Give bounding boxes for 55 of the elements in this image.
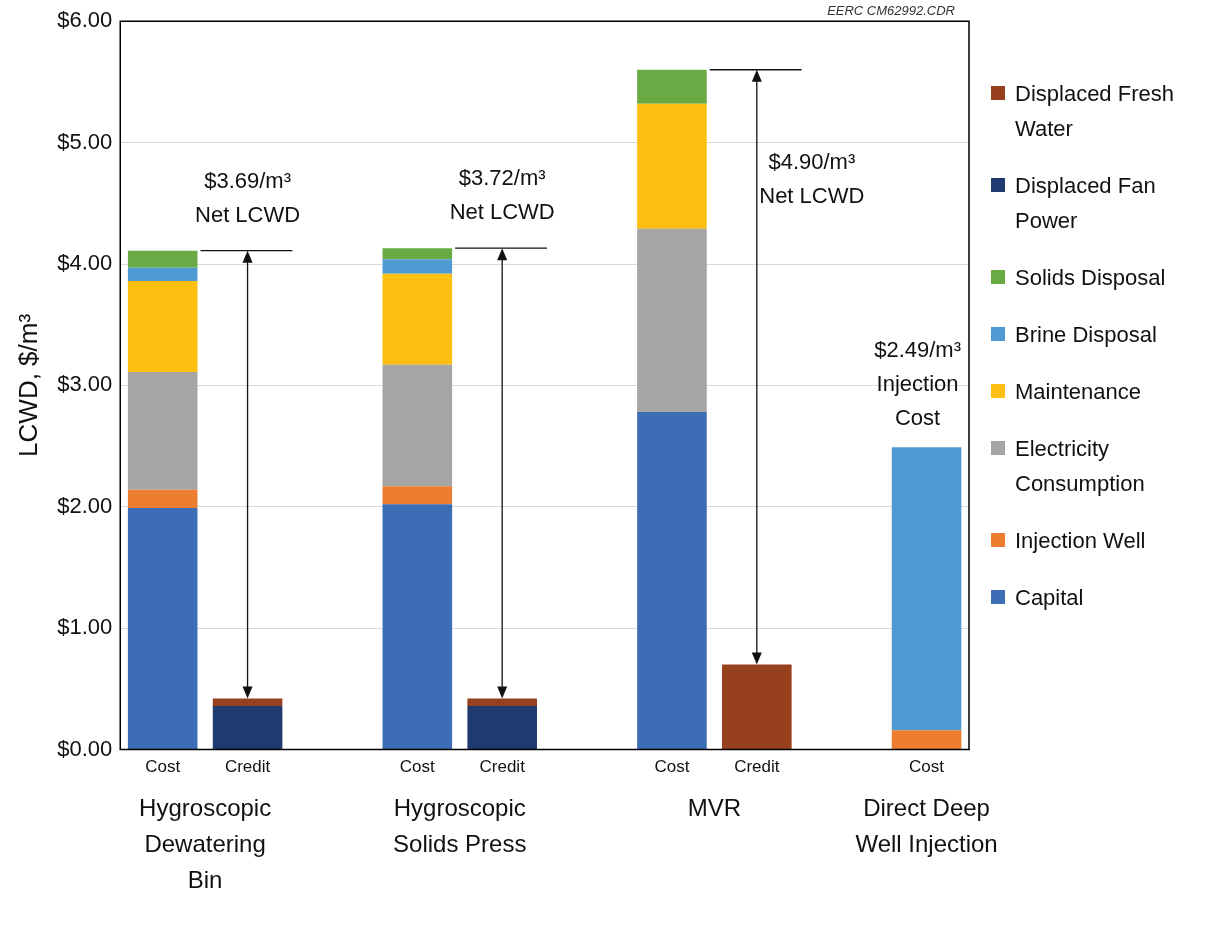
y-tick-label: $0.00 [57,735,113,761]
bar [127,489,198,509]
bar [891,447,962,731]
legend-label: Electricity Consumption [1015,435,1146,499]
x-tick-label: Cost [399,757,436,777]
y-tick-label: $3.00 [57,371,113,397]
bar [382,248,453,260]
annotation: $3.69/m³ Net LCWD [195,167,301,227]
x-tick-label: Credit [224,757,271,777]
x-tick-label: Cost [909,757,945,777]
text: Direct Deep Well Injection [855,794,998,858]
y-tick-label: $6.00 [57,7,113,33]
bar [467,698,537,706]
legend-label: Brine Disposal [1015,321,1157,350]
x-tick-label: Cost [145,757,181,777]
bar [127,508,198,750]
bar [382,486,453,505]
bar [127,281,198,373]
bar [212,705,283,750]
y-tick-label: $4.00 [57,250,113,276]
bar [382,273,453,365]
text: MVR [687,794,742,822]
text: EERC CM62992.CDR [827,3,955,19]
bar [382,259,453,274]
x-tick-label: Credit [734,757,780,777]
bar [212,698,283,706]
text: Hygroscopic Dewatering Bin [139,794,272,894]
text: Hygroscopic Solids Press [393,794,527,858]
bar [637,69,707,104]
bar [127,267,198,281]
bar [127,250,198,268]
bar [127,372,198,490]
annotation: $4.90/m³ Net LCWD [759,148,865,208]
annotation: $3.72/m³ Net LCWD [449,165,555,225]
y-tick-label: $2.00 [57,492,113,518]
x-tick-label: Credit [479,757,526,777]
bar [382,364,453,487]
bar [891,730,962,750]
bar [637,228,707,413]
legend-label: Maintenance [1015,378,1141,407]
bar [637,103,707,229]
legend-label: Solids Disposal [1015,264,1166,293]
legend-label: Capital [1015,584,1084,613]
y-axis-title: LCWD, $/m³ [12,313,43,457]
legend-label: Displaced Fan Power [1015,172,1157,236]
bar [722,664,792,750]
annotation: $2.49/m³ Injection Cost [874,337,961,431]
y-tick-label: $1.00 [57,614,113,640]
x-tick-label: Cost [654,757,690,777]
legend-label: Injection Well [1015,527,1146,556]
bar [382,504,453,750]
bar [467,705,537,750]
legend-label: Displaced Fresh Water [1015,80,1175,144]
y-tick-label: $5.00 [57,128,113,154]
bar [637,412,707,750]
